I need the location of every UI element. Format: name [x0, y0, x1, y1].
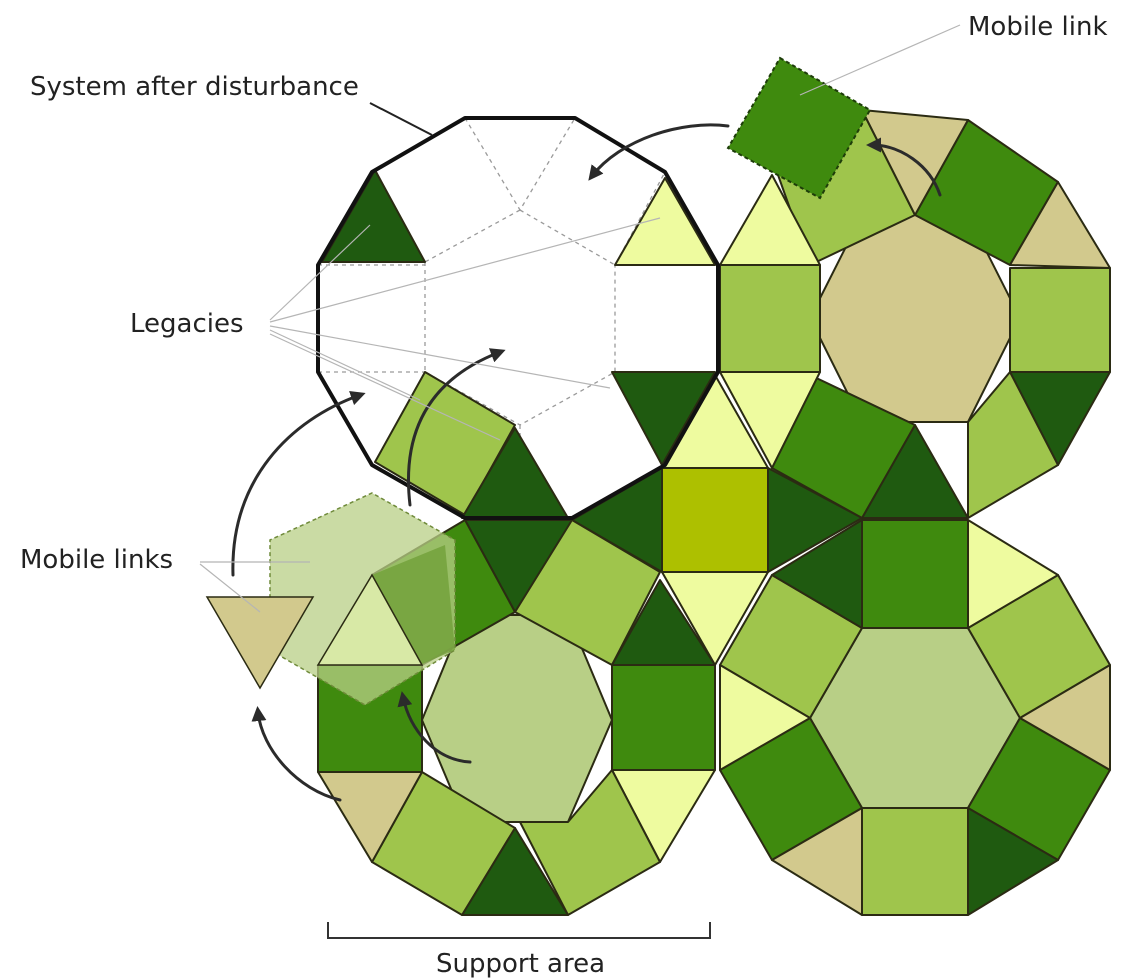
tile-square-lower-right — [967, 371, 1059, 519]
label-support-area: Support area — [436, 949, 605, 979]
label-system-after-disturbance: System after disturbance — [30, 72, 359, 102]
legacy-triangle-pale-top-right — [614, 177, 716, 266]
label-mobile-links: Mobile links — [20, 545, 173, 575]
tile-triangle-left — [719, 664, 811, 771]
label-mobile-link: Mobile link — [968, 12, 1108, 42]
tile-triangle-bottom-left — [771, 807, 863, 916]
mobile-link-triangle-tan — [205, 596, 315, 690]
tile-square-center — [661, 467, 769, 573]
tile-triangle-right-mid — [1019, 664, 1111, 771]
mobile-link-square-ghost — [372, 545, 455, 665]
arrow-upward-in-top-right — [866, 137, 942, 197]
leader-legacy — [269, 224, 371, 321]
arrow-bottom-to-triangle — [251, 706, 342, 802]
tile-triangle-left-bottom — [719, 371, 821, 469]
arrow-support-into-system — [407, 348, 506, 507]
mobile-links — [205, 56, 872, 706]
leader-lines — [199, 24, 961, 613]
mobile-link-triangle-pale — [316, 573, 424, 666]
support-area-bracket — [327, 922, 711, 939]
tile-triangle-top — [861, 109, 969, 216]
leader-legacy — [269, 333, 501, 441]
disturbed-system — [316, 116, 720, 520]
leader-legacy — [269, 329, 421, 401]
tile-cluster-center — [571, 374, 863, 666]
tile-triangle-bottom-right — [967, 807, 1059, 916]
movement-arrows — [231, 123, 942, 802]
leader-legacy — [269, 325, 611, 389]
leader-legacy — [269, 217, 661, 323]
leader-mobile-links — [199, 563, 261, 613]
tile-triangle-top-left — [771, 519, 863, 629]
tile-square-right — [1009, 267, 1111, 373]
tile-square-top — [861, 519, 969, 629]
tile-triangle-center-right-dark — [767, 467, 863, 573]
tile-square-left — [719, 264, 821, 373]
tile-triangle-center-down — [661, 571, 769, 666]
mobile-link-square-floating — [726, 56, 872, 200]
arrow-center-to-mobile-link — [397, 691, 472, 764]
tile-square-right — [611, 664, 716, 771]
leader-system-after-disturbance — [369, 102, 433, 136]
leader-mobile-link — [799, 24, 961, 96]
tile-triangle-right-top — [967, 519, 1059, 629]
label-legacies: Legacies — [130, 309, 244, 339]
arrow-mobile-links-into-system — [231, 390, 366, 577]
tile-square-bottom-right — [519, 769, 661, 916]
arrow-mobile-link-into-system — [588, 123, 730, 181]
tile-square-bottom — [861, 807, 969, 916]
legacy-triangle-dark-right — [611, 371, 716, 466]
tile-triangle-top-right — [1009, 181, 1111, 269]
disturbed-system-outline — [316, 116, 720, 520]
tile-cluster-bottom-right — [719, 519, 1111, 916]
